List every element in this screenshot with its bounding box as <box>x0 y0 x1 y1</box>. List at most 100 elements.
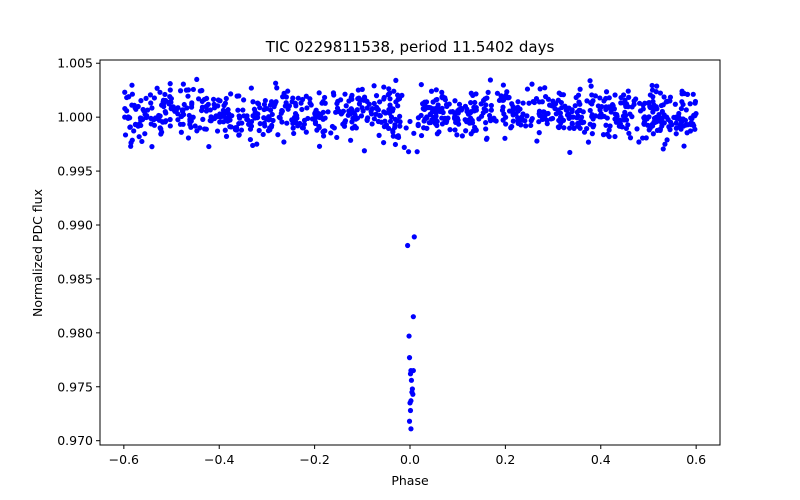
data-point <box>144 107 151 113</box>
data-point <box>609 101 616 108</box>
data-point <box>214 128 221 134</box>
data-point <box>377 113 383 119</box>
data-point <box>566 115 572 122</box>
data-point <box>185 135 192 141</box>
data-point <box>136 121 142 127</box>
data-point <box>622 109 628 115</box>
data-point <box>393 99 399 105</box>
data-point <box>208 114 214 120</box>
data-point <box>252 109 259 116</box>
data-point <box>690 91 696 97</box>
data-point <box>536 119 542 125</box>
data-point <box>553 111 559 117</box>
data-point <box>657 127 663 134</box>
data-point <box>575 120 581 127</box>
data-point <box>219 112 225 118</box>
data-point <box>371 116 377 122</box>
data-point <box>415 122 421 129</box>
data-point <box>151 95 157 101</box>
data-point <box>125 115 131 121</box>
data-point <box>139 116 146 123</box>
data-point <box>682 117 689 123</box>
data-point <box>569 121 575 127</box>
data-point <box>597 107 603 113</box>
data-point <box>353 125 359 131</box>
data-point <box>347 108 354 115</box>
data-point <box>558 99 564 106</box>
data-point <box>295 95 301 101</box>
data-point <box>603 122 609 128</box>
data-point <box>494 90 501 96</box>
data-point <box>336 108 342 114</box>
data-point <box>307 100 313 106</box>
data-point <box>262 123 268 129</box>
data-point <box>472 99 478 106</box>
data-point <box>188 118 194 124</box>
data-point <box>185 87 192 93</box>
data-point <box>626 94 632 100</box>
data-point <box>503 121 509 127</box>
data-point <box>360 108 366 114</box>
data-point <box>452 98 458 104</box>
data-point <box>143 95 149 101</box>
data-point <box>528 118 534 124</box>
data-point <box>303 93 309 99</box>
data-point <box>268 124 275 130</box>
data-point <box>612 92 618 98</box>
data-point <box>322 100 328 106</box>
data-point <box>214 114 220 120</box>
data-point <box>329 123 336 130</box>
data-point <box>537 113 543 119</box>
data-point <box>203 126 209 132</box>
data-point <box>348 137 354 143</box>
data-point <box>544 121 550 127</box>
data-point <box>260 131 266 138</box>
data-point <box>147 92 154 98</box>
x-tick-label: −0.6 <box>109 452 139 467</box>
data-point <box>255 100 261 106</box>
data-point <box>443 119 449 126</box>
data-point <box>281 139 287 145</box>
data-point <box>383 122 390 128</box>
data-point <box>132 122 139 128</box>
data-point <box>612 133 618 140</box>
data-point <box>301 121 307 127</box>
y-axis-ticks: 0.970 0.975 0.980 0.985 0.990 0.995 1.000 1.005 <box>57 56 100 448</box>
data-point <box>228 91 234 97</box>
data-point <box>524 113 530 119</box>
data-point <box>395 103 401 109</box>
data-point <box>381 84 387 90</box>
data-point <box>311 115 317 122</box>
data-point <box>647 92 653 98</box>
data-point <box>623 125 629 132</box>
data-point <box>205 101 211 107</box>
data-point <box>510 107 516 113</box>
data-point <box>254 141 260 147</box>
data-point <box>321 133 327 139</box>
data-point <box>157 89 163 95</box>
data-point <box>618 94 624 101</box>
y-tick-label: 0.975 <box>57 379 93 394</box>
data-point <box>241 97 247 103</box>
data-point <box>650 98 656 105</box>
data-point <box>558 91 564 98</box>
data-point <box>636 139 642 145</box>
data-point <box>188 104 195 110</box>
data-point <box>129 91 135 97</box>
data-point <box>483 108 489 114</box>
data-point <box>434 96 440 103</box>
data-point <box>500 97 506 103</box>
data-point <box>653 89 659 95</box>
data-point <box>660 102 666 108</box>
data-point <box>575 92 582 98</box>
chart-title: TIC 0229811538, period 11.5402 days <box>265 38 555 56</box>
data-point <box>257 121 263 127</box>
data-point <box>222 127 228 133</box>
data-point <box>424 114 430 120</box>
data-point <box>256 127 262 134</box>
x-tick-label: −0.2 <box>299 452 329 467</box>
data-point <box>179 107 185 113</box>
data-point <box>274 85 280 91</box>
data-point <box>606 133 612 140</box>
